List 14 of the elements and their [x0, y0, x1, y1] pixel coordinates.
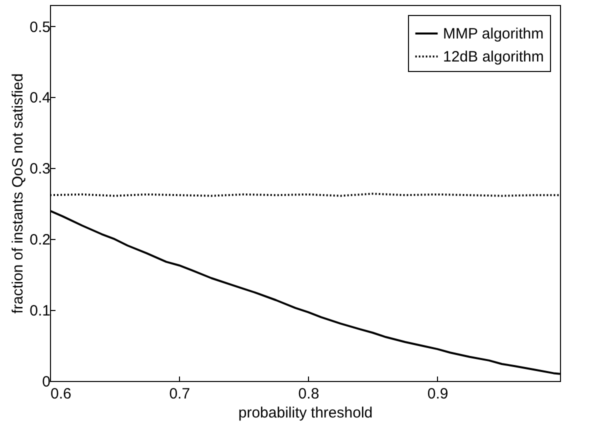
y-tick-label: 0.3 [30, 160, 50, 178]
x-tick-label: 0.7 [169, 386, 190, 402]
y-tick-label: 0.2 [30, 232, 50, 249]
y-tick-label: 0.5 [30, 18, 50, 36]
x-tick-label: 0.8 [298, 386, 320, 402]
x-tick-label: 0.9 [427, 386, 448, 402]
x-tick-label: 0.6 [50, 386, 72, 402]
y-tick-label: 0 [42, 374, 50, 390]
legend-label: MMP algorithm [443, 26, 544, 42]
x-axis-title: probability threshold [238, 404, 373, 422]
y-tick-label: 0.4 [30, 90, 50, 107]
y-tick-label: 0.1 [30, 302, 50, 320]
y-axis-title: fraction of instants QoS not satisfied [10, 73, 27, 314]
legend-label: 12dB algorithm [443, 48, 544, 66]
